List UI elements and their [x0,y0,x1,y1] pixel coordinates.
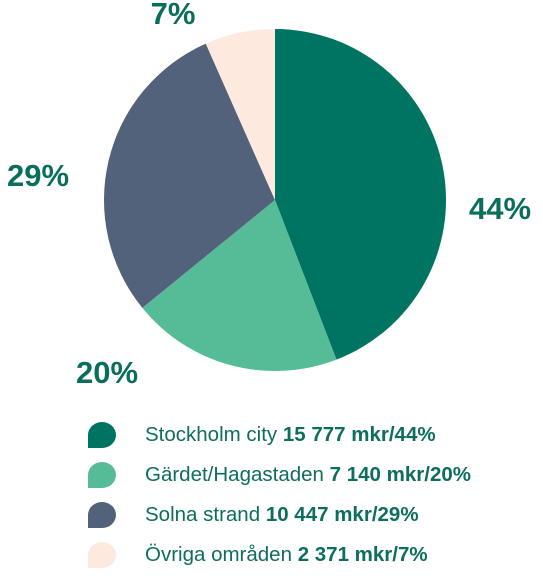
legend-item-stockholm-city: Stockholm city 15 777 mkr/44% [88,422,471,448]
legend-swatch [88,462,116,488]
legend-value: 15 777 mkr/44% [282,423,436,446]
pie-percent-label: 44% [469,191,531,226]
legend-text: Gärdet/Hagastaden 7 140 mkr/20% [145,463,471,487]
legend-value: 7 140 mkr/20% [329,463,471,486]
legend-label: Stockholm city [145,423,278,446]
legend-value: 10 447 mkr/29% [265,503,419,526]
legend-text: Övriga områden 2 371 mkr/7% [145,543,428,567]
pie-percent-label: 7% [151,0,196,31]
pie-slice--vriga-omr-den [205,29,275,200]
legend-swatch [88,542,116,568]
pie-slice-stockholm-city [275,28,447,360]
legend-item-gardet-hagastaden: Gärdet/Hagastaden 7 140 mkr/20% [88,462,471,488]
legend-swatch [88,502,116,528]
legend-text: Stockholm city 15 777 mkr/44% [145,423,436,447]
pie-percent-label: 29% [7,158,69,193]
pie-slice-solna-strand [103,43,275,308]
pie-slice-g-rdet-hagastaden [142,200,337,372]
legend-swatch [88,422,116,448]
chart-legend: Stockholm city 15 777 mkr/44% Gärdet/Hag… [88,422,471,582]
legend-item-solna-strand: Solna strand 10 447 mkr/29% [88,502,471,528]
legend-label: Gärdet/Hagastaden [145,463,324,486]
legend-label: Övriga områden [145,543,292,566]
legend-item-ovriga-omraden: Övriga områden 2 371 mkr/7% [88,542,471,568]
legend-value: 2 371 mkr/7% [297,543,428,566]
pie-chart-svg: 44% 20% 29% 7% [7,0,531,390]
legend-text: Solna strand 10 447 mkr/29% [145,503,419,527]
legend-label: Solna strand [145,503,261,526]
pie-percent-label: 20% [76,355,138,390]
pie-chart: 44% 20% 29% 7% [7,0,531,390]
